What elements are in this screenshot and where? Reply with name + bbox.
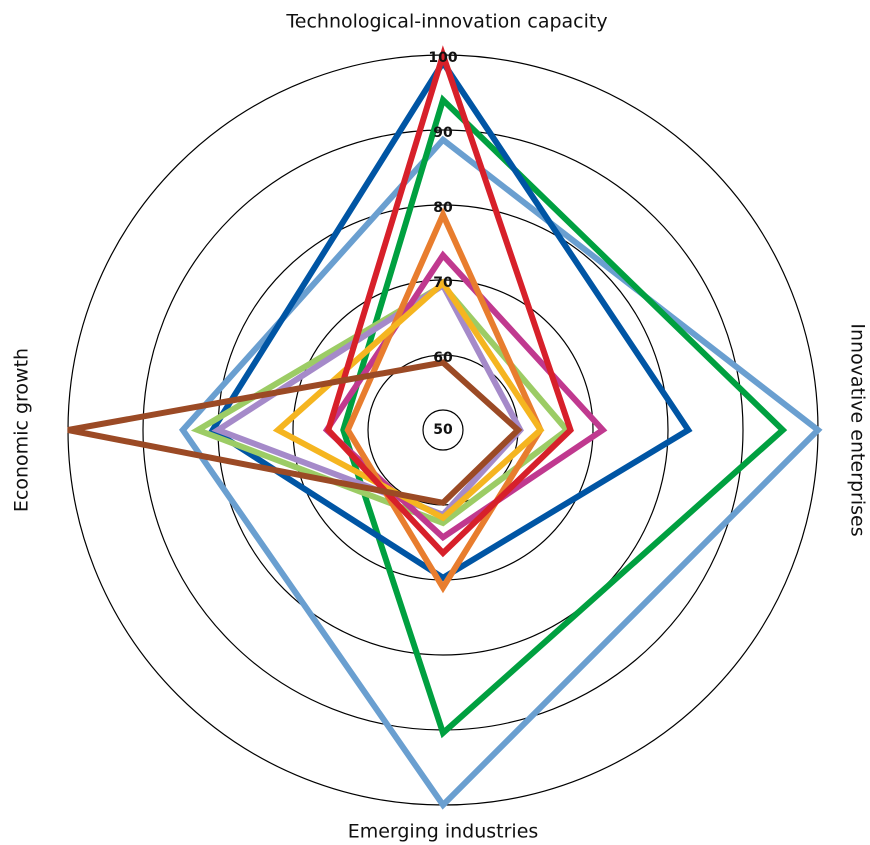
- tick-label: 90: [433, 125, 453, 141]
- axis-label: Innovative enterprises: [847, 323, 869, 536]
- series-line: [340, 94, 788, 739]
- tick-label: 100: [428, 50, 457, 66]
- axis-label: Emerging industries: [348, 821, 539, 843]
- axis-label: Economic growth: [11, 348, 33, 512]
- series-line: [190, 281, 572, 527]
- tick-label: 70: [433, 275, 453, 291]
- series-line: [178, 135, 823, 810]
- tick-label: 60: [433, 350, 453, 366]
- series-line: [324, 45, 574, 558]
- center-circle: [422, 409, 464, 451]
- series-line: [67, 359, 523, 507]
- axis-label: Technological-innovation capacity: [285, 11, 607, 33]
- tick-label: 80: [433, 200, 453, 216]
- series-line: [208, 56, 693, 582]
- tick-label: 50: [433, 422, 453, 438]
- series-line: [344, 207, 544, 594]
